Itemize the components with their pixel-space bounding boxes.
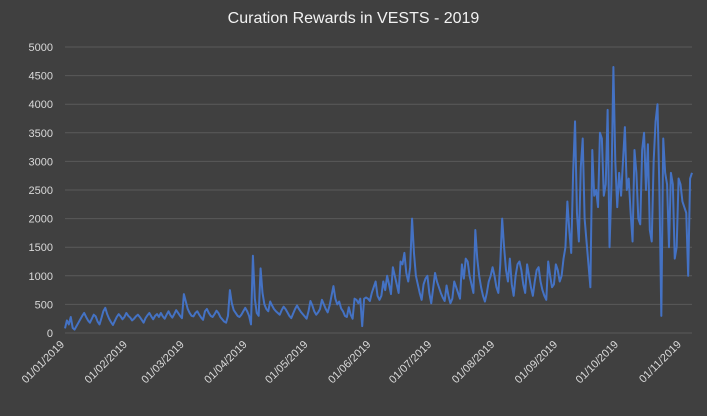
chart-title: Curation Rewards in VESTS - 2019: [227, 10, 480, 27]
x-tick-label: 01/02/2019: [83, 339, 130, 386]
y-tick-label: 3000: [29, 156, 53, 168]
y-tick-label: 2500: [29, 185, 53, 197]
y-tick-label: 500: [35, 299, 53, 311]
y-tick-label: 2000: [29, 214, 53, 226]
x-tick-label: 01/09/2019: [513, 339, 560, 386]
y-tick-label: 3500: [29, 128, 53, 140]
y-tick-label: 4500: [29, 71, 53, 83]
x-tick-label: 01/10/2019: [574, 339, 621, 386]
x-tick-label: 01/01/2019: [20, 339, 67, 386]
series-line: [64, 66, 693, 331]
x-tick-label: 01/04/2019: [202, 339, 249, 386]
y-tick-label: 1500: [29, 242, 53, 254]
y-tick-label: 5000: [29, 42, 53, 54]
y-tick-label: 4000: [29, 99, 53, 111]
x-tick-label: 01/07/2019: [387, 339, 434, 386]
x-tick-label: 01/03/2019: [139, 339, 186, 386]
x-tick-label: 01/05/2019: [263, 339, 310, 386]
y-tick-label: 0: [47, 328, 53, 340]
series-layer: [64, 66, 693, 331]
x-tick-label: 01/11/2019: [637, 339, 684, 386]
x-tick-label: 01/06/2019: [326, 339, 373, 386]
x-tick-label: 01/08/2019: [450, 339, 497, 386]
y-tick-label: 1000: [29, 271, 53, 283]
x-axis: 01/01/2019 01/02/2019 01/03/2019 01/04/2019…: [20, 339, 684, 386]
y-axis: 0 500 1000 1500 2000 2500 3000 3500 4000 4500 5000: [29, 42, 53, 340]
